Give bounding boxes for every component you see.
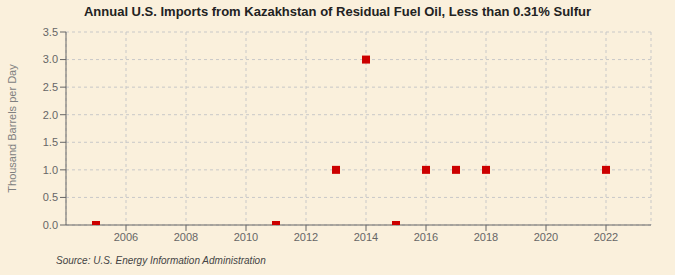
html-text:Source: U.S. Energy Informatio: Source: U.S. Energy Information Administ… <box>56 255 266 266</box>
svg-text:2020: 2020 <box>534 231 558 243</box>
svg-text:2.5: 2.5 <box>43 81 58 93</box>
svg-text:3.5: 3.5 <box>43 26 58 38</box>
svg-text:2022: 2022 <box>594 231 618 243</box>
svg-text:2.0: 2.0 <box>43 109 58 121</box>
html-text:Annual U.S. Imports from Kazak: Annual U.S. Imports from Kazakhstan of R… <box>83 4 591 19</box>
svg-text:2016: 2016 <box>414 231 438 243</box>
svg-text:Thousand Barrels per Day: Thousand Barrels per Day <box>8 64 18 193</box>
svg-text:2010: 2010 <box>234 231 258 243</box>
svg-text:1.5: 1.5 <box>43 136 58 148</box>
svg-text:1.0: 1.0 <box>43 164 58 176</box>
svg-text:2014: 2014 <box>354 231 378 243</box>
svg-text:3.0: 3.0 <box>43 53 58 65</box>
svg-text:2018: 2018 <box>474 231 498 243</box>
svg-text:2008: 2008 <box>174 231 198 243</box>
svg-text:0.5: 0.5 <box>43 191 58 203</box>
svg-text:0.0: 0.0 <box>43 219 58 231</box>
svg-text:2006: 2006 <box>114 231 138 243</box>
svg-text:2012: 2012 <box>294 231 318 243</box>
